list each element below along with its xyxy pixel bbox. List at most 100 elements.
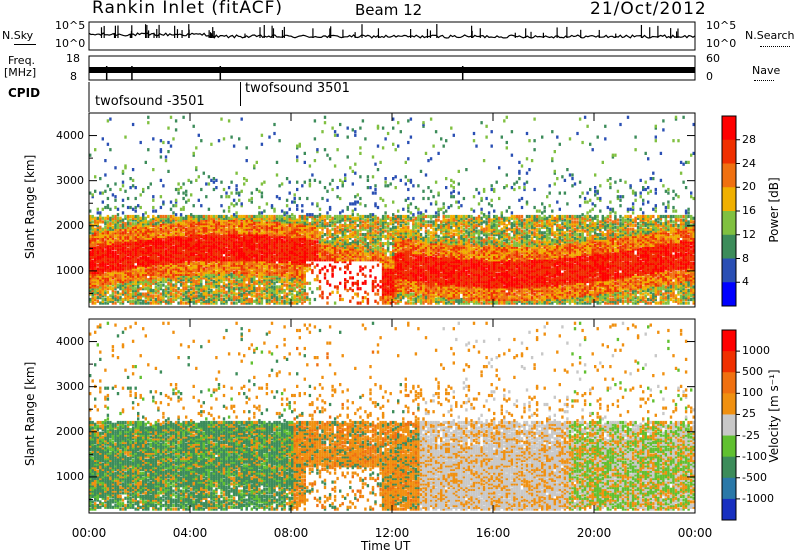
power-cell <box>265 251 269 255</box>
power-cell <box>116 249 120 253</box>
power-cell <box>344 278 347 282</box>
power-cell <box>245 287 248 291</box>
power-cell <box>177 191 180 195</box>
power-cell <box>250 279 253 284</box>
power-cell <box>275 287 279 291</box>
power-cell <box>152 229 155 233</box>
power-cell <box>230 288 233 293</box>
power-cell <box>142 240 145 244</box>
power-cell <box>142 227 145 231</box>
power-cell <box>101 216 104 220</box>
power-cell <box>131 279 135 284</box>
power-cell <box>207 297 211 302</box>
power-cell <box>131 234 135 238</box>
power-cell <box>359 126 362 130</box>
power-cell <box>124 279 127 284</box>
power-cell <box>114 247 117 251</box>
power-cell <box>258 205 261 210</box>
power-cell <box>273 260 276 264</box>
power-cell <box>137 223 140 228</box>
power-cell <box>331 290 334 294</box>
power-cell <box>96 231 99 235</box>
power-cell <box>260 249 264 253</box>
power-cell <box>258 263 261 267</box>
power-cell <box>131 240 135 244</box>
power-cell <box>111 260 115 264</box>
power-cell <box>253 283 256 287</box>
power-cell <box>323 186 327 190</box>
power-cell <box>293 287 296 291</box>
power-cell <box>243 267 246 271</box>
power-cell <box>200 301 203 305</box>
power-cell <box>306 269 309 273</box>
power-cell <box>238 283 241 287</box>
power-cell <box>225 251 228 255</box>
power-cell <box>222 229 226 233</box>
power-cell <box>137 220 140 224</box>
power-cell <box>192 251 195 255</box>
power-cell <box>227 285 231 289</box>
power-cell <box>190 261 193 265</box>
power-cell <box>96 276 99 280</box>
power-cell <box>129 252 132 256</box>
power-cell <box>187 278 190 282</box>
power-cell <box>96 216 99 220</box>
power-cell <box>144 222 147 226</box>
power-cell <box>131 247 135 251</box>
power-cell <box>111 245 115 249</box>
power-cell <box>91 272 94 276</box>
power-cell <box>217 218 221 222</box>
power-cell <box>169 220 173 224</box>
power-cell <box>202 236 205 240</box>
power-cell <box>344 173 347 177</box>
power-cell <box>270 285 274 289</box>
power-cell <box>91 296 94 300</box>
power-cell <box>101 252 104 256</box>
power-cell <box>255 269 258 273</box>
power-cell <box>131 290 135 294</box>
power-cell <box>106 234 110 238</box>
power-cell <box>192 296 195 300</box>
power-cell <box>235 265 238 269</box>
power-cell <box>114 279 117 284</box>
power-cell <box>159 214 163 219</box>
power-cell <box>301 290 304 294</box>
power-cell <box>212 294 216 298</box>
power-cell <box>356 240 359 244</box>
power-cell <box>200 260 203 264</box>
power-cell <box>149 285 152 289</box>
power-cell <box>99 234 102 238</box>
power-cell <box>349 299 352 303</box>
power-cell <box>126 290 130 294</box>
power-cell <box>164 279 168 284</box>
power-cell <box>265 301 269 305</box>
power-cell <box>205 249 208 253</box>
power-cell <box>137 214 140 219</box>
power-cell <box>124 236 127 240</box>
power-cell <box>157 278 160 282</box>
power-cell <box>179 261 183 265</box>
power-cell <box>210 256 213 260</box>
power-cell <box>245 214 248 219</box>
power-cell <box>134 254 137 258</box>
power-cell <box>99 279 102 284</box>
power-cell <box>227 238 231 242</box>
power-cell <box>253 272 256 276</box>
power-cell <box>280 252 284 256</box>
power-cell <box>225 234 228 238</box>
power-cell <box>296 159 299 163</box>
power-cell <box>306 213 309 217</box>
power-cell <box>235 191 238 195</box>
power-cell <box>109 278 112 282</box>
power-cell <box>134 283 137 287</box>
power-cell <box>109 252 112 256</box>
power-cell <box>316 202 319 206</box>
power-cell <box>137 251 140 255</box>
power-cell <box>321 214 324 219</box>
power-cell <box>205 269 208 273</box>
power-cell <box>273 290 276 294</box>
power-cell <box>147 265 150 269</box>
power-cell <box>326 153 329 157</box>
power-cell <box>121 231 125 235</box>
power-cell <box>238 299 241 303</box>
